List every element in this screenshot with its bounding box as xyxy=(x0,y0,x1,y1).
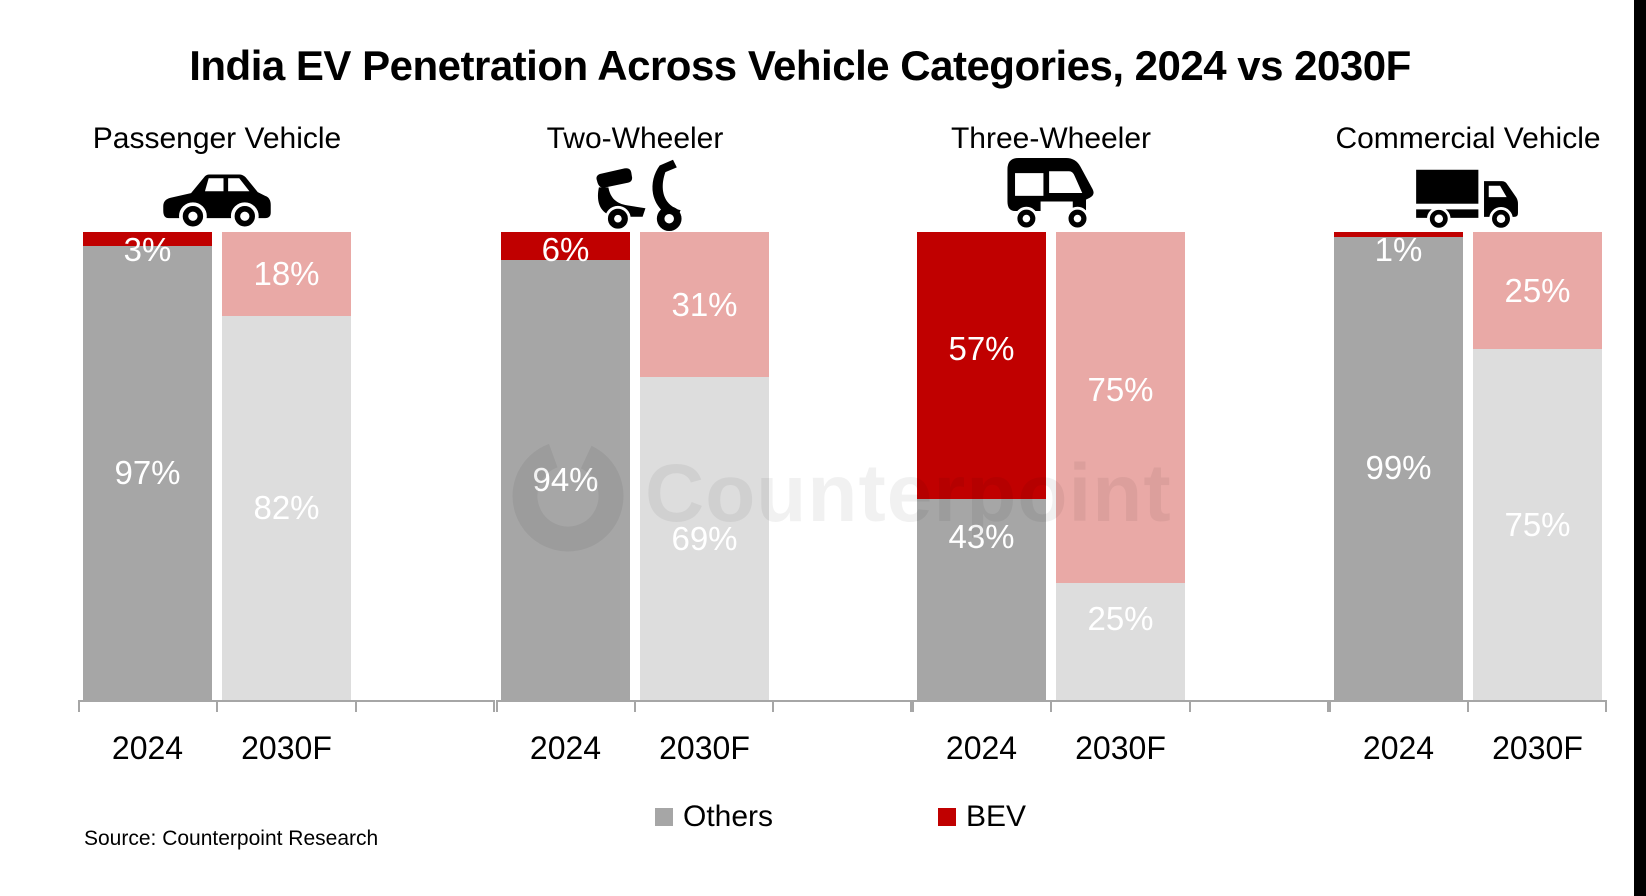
others-value-label: 69% xyxy=(671,519,738,557)
x-axis-line xyxy=(79,700,494,702)
x-axis-tick xyxy=(1050,700,1053,712)
bev-value-label: 75% xyxy=(1087,370,1154,408)
category-title: Passenger Vehicle xyxy=(92,122,342,155)
bar-segment-others xyxy=(1056,583,1185,700)
bev-value-label: 31% xyxy=(671,285,738,323)
x-axis-tick xyxy=(216,700,219,712)
others-value-label: 25% xyxy=(1087,599,1154,637)
auto-rickshaw-icon xyxy=(998,154,1104,232)
others-swatch-icon xyxy=(655,808,673,826)
x-axis-tick xyxy=(1329,700,1331,712)
car-icon xyxy=(161,169,273,232)
bev-value-label: 25% xyxy=(1504,271,1571,309)
bar-segment-others xyxy=(1334,236,1463,700)
bar-segment-others xyxy=(1473,349,1602,700)
x-axis-label: 2024 xyxy=(529,730,602,766)
x-axis-tick xyxy=(496,700,498,712)
bar-segment-others xyxy=(222,316,351,700)
x-axis-label: 2030F xyxy=(659,730,750,766)
others-value-label: 82% xyxy=(253,489,320,527)
x-axis-label: 2030F xyxy=(1075,730,1166,766)
chart-title: India EV Penetration Across Vehicle Cate… xyxy=(189,42,1411,89)
others-value-label: 75% xyxy=(1504,505,1571,543)
x-axis-line xyxy=(913,700,1328,702)
x-axis-line xyxy=(497,700,911,702)
legend-label-others: Others xyxy=(683,800,774,833)
x-axis-label: 2024 xyxy=(945,730,1018,766)
x-axis-tick xyxy=(634,700,636,712)
legend-item-others: Others xyxy=(655,800,773,834)
bar-segment-others xyxy=(501,260,630,700)
x-axis-tick xyxy=(912,700,914,712)
bar-segment-bev xyxy=(1473,232,1602,349)
source-note: Source: Counterpoint Research xyxy=(84,827,379,850)
x-axis-label: 2024 xyxy=(111,730,184,766)
category-title: Commercial Vehicle xyxy=(1335,122,1601,155)
bar-segment-bev xyxy=(222,232,351,317)
x-axis-tick xyxy=(354,700,357,712)
bev-value-label: 6% xyxy=(541,231,590,268)
bev-swatch-icon xyxy=(938,808,956,826)
bar-segment-bev xyxy=(917,232,1046,499)
right-black-border xyxy=(1634,0,1646,896)
x-axis-tick xyxy=(1467,700,1469,712)
scooter-icon xyxy=(585,156,685,232)
bev-value-label: 1% xyxy=(1374,231,1423,268)
bev-value-label: 18% xyxy=(253,255,320,293)
bar-segment-others xyxy=(83,246,212,700)
category-title: Three-Wheeler xyxy=(950,122,1152,155)
x-axis-tick xyxy=(78,700,80,712)
x-axis-tick xyxy=(1188,700,1191,712)
bev-value-label: 3% xyxy=(123,231,172,268)
x-axis-label: 2030F xyxy=(1492,730,1583,766)
bar-segment-others xyxy=(640,377,769,700)
x-axis-label: 2024 xyxy=(1362,730,1435,766)
bar-segment-bev xyxy=(1056,232,1185,583)
x-axis-tick xyxy=(1605,700,1607,712)
others-value-label: 43% xyxy=(948,518,1015,556)
bar-segment-bev xyxy=(640,232,769,378)
legend-label-bev: BEV xyxy=(966,800,1027,833)
x-axis-label: 2030F xyxy=(241,730,332,766)
others-value-label: 99% xyxy=(1365,449,1432,487)
bar-segment-bev xyxy=(501,232,630,261)
bar-segment-bev xyxy=(1334,232,1463,237)
x-axis-tick xyxy=(1327,700,1329,712)
others-value-label: 94% xyxy=(532,461,599,499)
x-axis-tick xyxy=(910,700,912,712)
legend-item-bev: BEV xyxy=(938,800,1026,834)
x-axis-tick xyxy=(772,700,774,712)
x-axis-tick xyxy=(493,700,495,712)
bar-segment-bev xyxy=(83,232,212,247)
bev-value-label: 57% xyxy=(948,330,1015,368)
others-value-label: 97% xyxy=(114,454,181,492)
truck-icon xyxy=(1409,166,1527,232)
bar-segment-others xyxy=(917,498,1046,700)
category-title: Two-Wheeler xyxy=(546,122,724,155)
